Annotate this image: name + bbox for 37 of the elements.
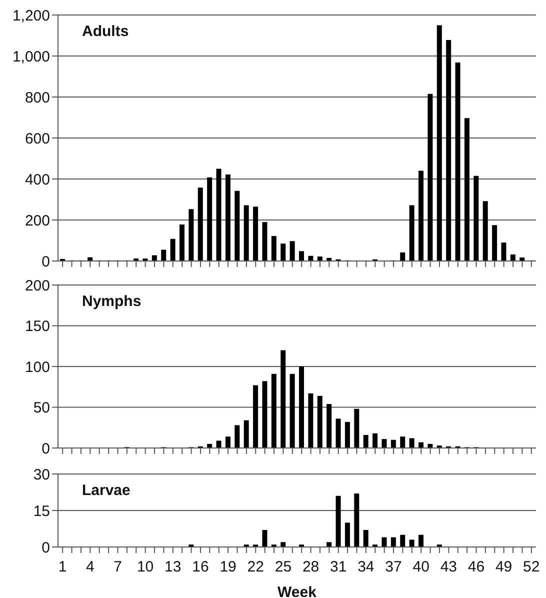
x-tick-label: 49: [495, 558, 512, 576]
x-tick-label: 52: [523, 558, 540, 576]
x-tick-label: 40: [412, 558, 430, 576]
x-tick-label: 31: [330, 558, 347, 576]
x-tick-label: 37: [385, 558, 402, 576]
y-tick-label: 600: [24, 130, 50, 148]
y-tick-label: 1,200: [12, 7, 50, 24]
y-tick-label: 0: [42, 253, 50, 270]
y-tick-label: 50: [33, 400, 50, 417]
x-tick-label: 43: [440, 558, 458, 576]
x-tick-label: 25: [274, 558, 292, 576]
y-tick-label: 800: [24, 89, 50, 106]
y-tick-label: 200: [24, 277, 50, 294]
x-tick-label: 13: [164, 558, 182, 576]
y-tick-label: 1,000: [12, 48, 50, 66]
x-tick-label: 34: [358, 558, 374, 576]
y-tick-label: 0: [42, 539, 50, 556]
y-tick-label: 200: [24, 212, 50, 230]
y-tick-label: 150: [24, 318, 50, 336]
y-tick-label: 400: [24, 171, 50, 188]
y-tick-label: 100: [24, 358, 50, 376]
x-tick-label: 16: [192, 558, 209, 576]
x-tick-label: 1: [58, 558, 67, 576]
x-tick-label: 22: [247, 558, 264, 576]
text: Larvae: [82, 482, 130, 499]
x-tick-label: 28: [302, 558, 320, 576]
x-tick-label: 46: [468, 558, 485, 576]
text: Nymphs: [82, 293, 142, 310]
x-axis-title: Week: [278, 584, 318, 598]
x-tick-label: 7: [114, 558, 122, 576]
text: Adults: [82, 23, 129, 40]
x-tick-label: 19: [220, 558, 236, 576]
x-tick-label: 10: [136, 558, 154, 576]
y-tick-label: 30: [33, 466, 50, 484]
y-tick-label: 0: [42, 440, 50, 458]
y-tick-label: 15: [33, 502, 50, 520]
x-tick-label: 4: [86, 558, 94, 576]
